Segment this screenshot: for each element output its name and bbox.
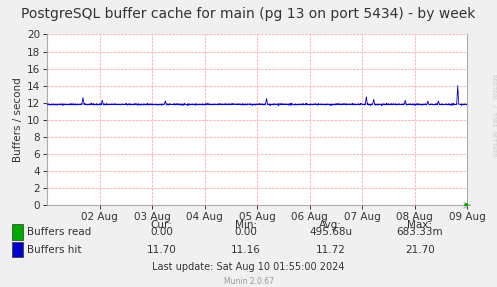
Text: 683.33m: 683.33m: [397, 228, 443, 237]
Text: Munin 2.0.67: Munin 2.0.67: [224, 277, 273, 286]
Text: Cur:: Cur:: [151, 220, 172, 230]
Text: 495.68u: 495.68u: [309, 228, 352, 237]
Text: 0.00: 0.00: [150, 228, 173, 237]
Text: Avg:: Avg:: [319, 220, 342, 230]
Text: 11.16: 11.16: [231, 245, 261, 255]
Y-axis label: Buffers / second: Buffers / second: [13, 77, 23, 162]
Text: Last update: Sat Aug 10 01:55:00 2024: Last update: Sat Aug 10 01:55:00 2024: [152, 263, 345, 272]
Text: RRDTOOL / TOBI OETIKER: RRDTOOL / TOBI OETIKER: [491, 73, 496, 156]
Text: 0.00: 0.00: [235, 228, 257, 237]
Text: Min:: Min:: [235, 220, 257, 230]
Text: 21.70: 21.70: [405, 245, 435, 255]
Text: Buffers read: Buffers read: [27, 228, 91, 237]
Text: 11.70: 11.70: [147, 245, 176, 255]
Text: Buffers hit: Buffers hit: [27, 245, 82, 255]
Text: 11.72: 11.72: [316, 245, 345, 255]
Text: PostgreSQL buffer cache for main (pg 13 on port 5434) - by week: PostgreSQL buffer cache for main (pg 13 …: [21, 7, 476, 21]
Text: Max:: Max:: [408, 220, 432, 230]
